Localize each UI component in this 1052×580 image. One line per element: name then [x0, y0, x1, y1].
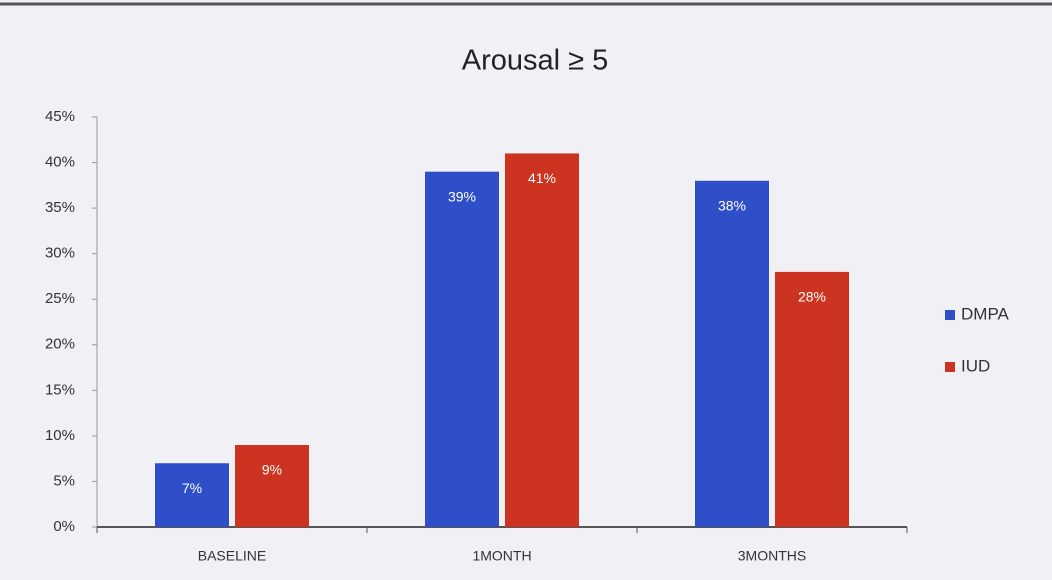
- bar: [235, 445, 309, 527]
- bar: [695, 180, 769, 527]
- chart-title: Arousal ≥ 5: [462, 45, 609, 77]
- y-tick-label: 10%: [45, 427, 75, 444]
- bar: [425, 171, 499, 527]
- y-tick-label: 0%: [53, 518, 75, 535]
- y-tick-label: 25%: [45, 290, 75, 307]
- value-label: 41%: [528, 170, 556, 186]
- legend-label: DMPA: [961, 304, 1010, 323]
- y-tick-label: 35%: [45, 199, 75, 216]
- value-label: 39%: [448, 188, 476, 204]
- legend-swatch: [945, 310, 955, 320]
- value-label: 38%: [718, 197, 746, 213]
- value-label: 9%: [262, 462, 282, 478]
- y-tick-label: 30%: [45, 245, 75, 262]
- legend-swatch: [945, 362, 955, 372]
- x-tick-label: BASELINE: [198, 548, 266, 564]
- bar: [155, 463, 229, 527]
- y-tick-label: 5%: [53, 472, 75, 489]
- y-tick-label: 40%: [45, 154, 75, 171]
- value-label: 28%: [798, 289, 826, 305]
- value-label: 7%: [182, 480, 202, 496]
- x-tick-label: 1MONTH: [472, 548, 531, 564]
- legend-label: IUD: [961, 356, 990, 375]
- y-tick-label: 20%: [45, 336, 75, 353]
- x-tick-label: 3MONTHS: [738, 548, 806, 564]
- bar: [505, 153, 579, 527]
- y-tick-label: 45%: [45, 108, 75, 125]
- y-tick-label: 15%: [45, 381, 75, 398]
- bar: [775, 271, 849, 527]
